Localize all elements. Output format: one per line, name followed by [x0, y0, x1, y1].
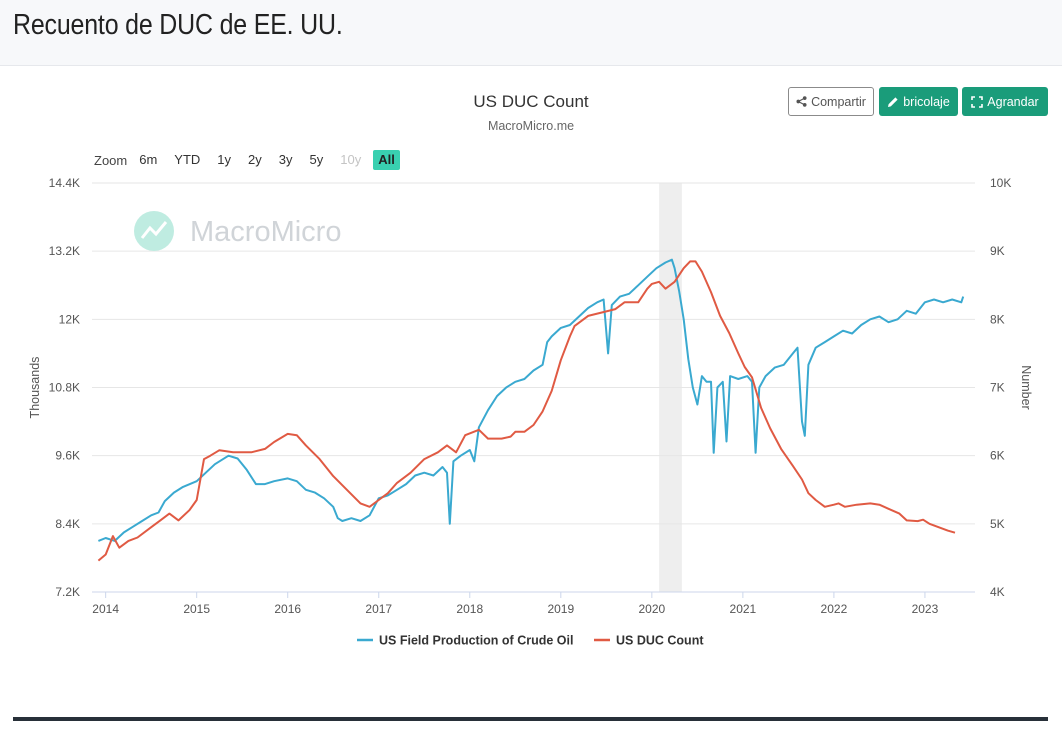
y-left-tick-label: 8.4K — [55, 517, 80, 531]
x-tick-label: 2021 — [730, 602, 757, 616]
pencil-icon — [888, 96, 898, 107]
legend-item-crude-oil[interactable]: US Field Production of Crude Oil — [357, 634, 573, 648]
y-left-tick-label: 10.8K — [49, 381, 80, 395]
footer-divider — [13, 717, 1048, 721]
watermark-text: MacroMicro — [190, 216, 341, 248]
watermark: MacroMicro — [134, 211, 341, 251]
x-tick-label: 2016 — [274, 602, 301, 616]
y-left-tick-label: 9.6K — [55, 449, 80, 463]
chart-container: US DUC Count MacroMicro.me Compartir bri… — [0, 66, 1062, 755]
zoom-bar: Zoom 6m YTD 1y 2y 3y 5y 10y All — [94, 150, 407, 170]
zoom-1y-button[interactable]: 1y — [217, 152, 232, 167]
x-tick-label: 2023 — [912, 602, 939, 616]
zoom-ytd-button[interactable]: YTD — [174, 152, 201, 167]
zoom-6m-button[interactable]: 6m — [139, 152, 158, 167]
y-right-tick-label: 9K — [990, 244, 1005, 258]
diy-label: bricolaje — [903, 94, 950, 109]
expand-label: Agrandar — [987, 94, 1039, 109]
x-tick-label: 2022 — [821, 602, 848, 616]
y-right-tick-label: 4K — [990, 585, 1005, 599]
series-line-duc-count — [97, 260, 956, 562]
zoom-2y-button[interactable]: 2y — [248, 152, 262, 167]
x-tick-label: 2019 — [547, 602, 574, 616]
y-left-tick-label: 13.2K — [49, 244, 80, 258]
zoom-10y-button: 10y — [340, 152, 362, 167]
zoom-5y-button[interactable]: 5y — [309, 152, 324, 167]
line-chart: MacroMicro 7.2K 8.4K 9.6K 10.8K 12K 13.2K 14.4… — [28, 176, 1033, 648]
share-button[interactable]: Compartir — [788, 87, 874, 116]
page-header: Recuento de DUC de EE. UU. — [0, 0, 1062, 66]
page-title: Recuento de DUC de EE. UU. — [13, 9, 343, 41]
y-right-tick-label: 7K — [990, 381, 1005, 395]
share-icon — [796, 96, 807, 107]
y-right-axis-title: Number — [1019, 365, 1033, 409]
x-tick-label: 2018 — [456, 602, 483, 616]
y-right-tick-label: 6K — [990, 449, 1005, 463]
y-right-tick-label: 10K — [990, 176, 1011, 190]
diy-button[interactable]: bricolaje — [879, 87, 958, 116]
share-label: Compartir — [811, 94, 866, 109]
zoom-3y-button[interactable]: 3y — [278, 152, 293, 167]
y-right-tick-label: 8K — [990, 312, 1005, 326]
chart-subtitle: MacroMicro.me — [487, 119, 575, 133]
expand-icon — [971, 95, 984, 108]
x-tick-label: 2017 — [365, 602, 392, 616]
series-line-crude-oil — [98, 258, 965, 542]
x-tick-label: 2014 — [92, 602, 119, 616]
expand-button[interactable]: Agrandar — [962, 87, 1048, 116]
legend-label: US DUC Count — [616, 634, 704, 648]
x-tick-label: 2015 — [183, 602, 210, 616]
x-tick-label: 2020 — [638, 602, 665, 616]
zoom-label: Zoom — [94, 152, 128, 168]
legend-label: US Field Production of Crude Oil — [379, 634, 573, 648]
chart-title: US DUC Count — [473, 92, 589, 111]
legend-item-duc-count[interactable]: US DUC Count — [594, 634, 704, 648]
zoom-all-button[interactable]: All — [373, 150, 400, 170]
y-right-tick-label: 5K — [990, 517, 1005, 531]
y-left-axis-title: Thousands — [28, 357, 42, 419]
y-left-tick-label: 12K — [59, 312, 80, 326]
y-left-tick-label: 14.4K — [49, 176, 80, 190]
y-left-tick-label: 7.2K — [55, 585, 80, 599]
